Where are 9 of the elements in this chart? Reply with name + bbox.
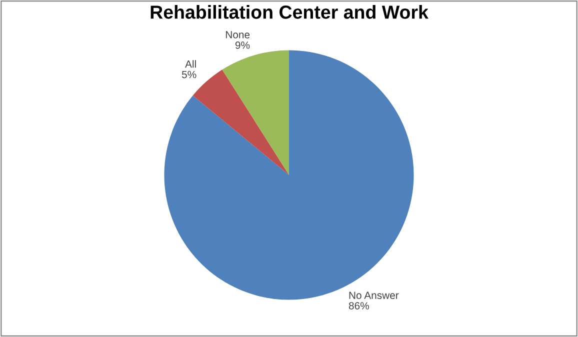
slice-label: No Answer — [349, 292, 399, 299]
data-label: 9% — [235, 41, 250, 49]
data-label: 5% — [182, 70, 196, 78]
slice-label: All — [185, 60, 196, 68]
data-label: 86% — [348, 302, 369, 310]
slice-label: None — [226, 31, 250, 38]
pie-slice — [164, 50, 414, 300]
pie-slice — [222, 50, 289, 175]
chart-title: Rehabilitation Center and Work — [150, 5, 428, 19]
